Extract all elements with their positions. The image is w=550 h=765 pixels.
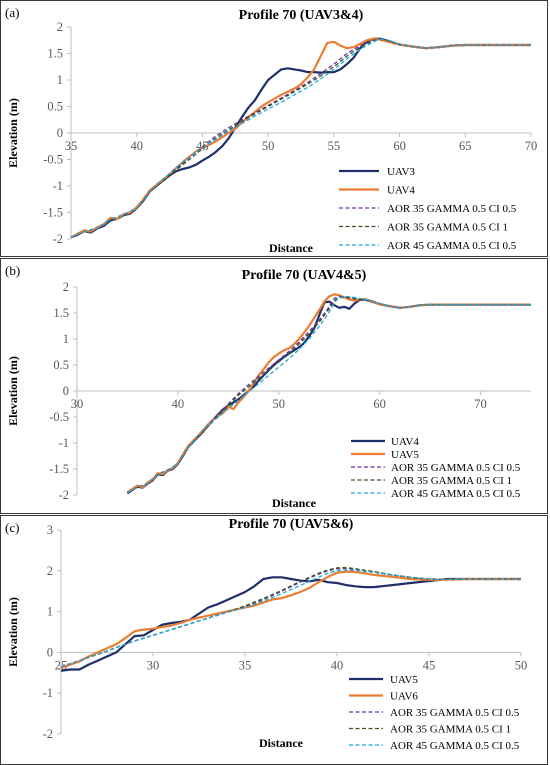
y-tick-label: 0 [47, 645, 53, 659]
x-tick-label: 40 [331, 658, 344, 672]
y-tick-label: -0.5 [49, 410, 69, 424]
y-tick-label: -2 [53, 232, 63, 246]
legend-label: AOR 45 GAMMA 0.5 CI 0.5 [391, 488, 521, 500]
chart-title: Profile 70 (UAV4&5) [242, 268, 367, 283]
x-tick-label: 70 [525, 139, 538, 153]
series-line-uav5 [60, 576, 521, 672]
y-tick-label: 2 [63, 280, 69, 294]
panel-label: (a) [5, 5, 19, 20]
legend-label: UAV6 [390, 691, 418, 703]
legend-label: AOR 35 GAMMA 0.5 CI 1 [391, 475, 512, 487]
x-tick-label: 50 [515, 658, 528, 672]
y-tick-label: -0.5 [43, 153, 63, 167]
legend-label: AOR 35 GAMMA 0.5 CI 0.5 [390, 707, 520, 719]
chart-b: (b) Profile 70 (UAV4&5) -2 -1.5 -1 -0.5 0 0.5 1 1… [5, 263, 531, 510]
series-line-aor-45-gamma-0-5-ci-0-5 [60, 569, 521, 668]
y-tick-label: 0 [63, 384, 69, 398]
x-tick-label: 45 [423, 658, 436, 672]
x-tick-label: 50 [262, 139, 275, 153]
x-tick-label: 30 [71, 397, 84, 411]
y-tick-label: 0.5 [47, 100, 63, 114]
y-axis-label: Elevation (m) [6, 98, 20, 168]
y-tick-label: -1 [53, 179, 63, 193]
x-tick-label: 65 [459, 139, 472, 153]
x-tick-label: 50 [273, 397, 286, 411]
legend-label: AOR 45 GAMMA 0.5 CI 0.5 [387, 240, 517, 252]
series-line-aor-35-gamma-0-5-ci-1 [60, 566, 521, 668]
y-tick-label: -2 [43, 727, 53, 741]
chart-title: Profile 70 (UAV5&6) [229, 517, 354, 532]
x-tick-label: 70 [474, 397, 487, 411]
y-tick-label: 3 [47, 523, 53, 537]
y-axis-label: Elevation (m) [6, 597, 20, 667]
x-tick-label: 25 [55, 658, 68, 672]
legend-label: AOR 35 GAMMA 0.5 CI 1 [387, 222, 508, 234]
panel-label: (c) [5, 520, 19, 535]
panel-label: (b) [5, 263, 20, 278]
y-tick-label: -1 [59, 436, 69, 450]
y-tick-label: -1 [43, 686, 53, 700]
chart-title: Profile 70 (UAV3&4) [239, 8, 364, 23]
x-axis-label: Distance [269, 241, 314, 255]
y-axis-label: Elevation (m) [6, 356, 20, 426]
y-tick-label: -1.5 [43, 206, 63, 220]
legend-label: AOR 45 GAMMA 0.5 CI 0.5 [390, 740, 520, 752]
series-line-aor-45-gamma-0-5-ci-0-5 [70, 38, 531, 238]
legend-label: UAV4 [391, 436, 419, 448]
x-tick-label: 40 [172, 397, 185, 411]
y-tick-label: 0.5 [53, 358, 69, 372]
y-tick-label: 2 [57, 20, 63, 34]
x-tick-label: 55 [328, 139, 341, 153]
x-tick-label: 30 [147, 658, 160, 672]
chart-a: (a) Profile 70 (UAV3&4) -2 -1.5 -1 -0.5 0 0.5 1 1… [5, 5, 538, 255]
chart-panel-a: (a) Profile 70 (UAV3&4) -2 -1.5 -1 -0.5 0 0.5 1 1… [0, 0, 548, 257]
y-tick-label: 1.5 [47, 47, 63, 61]
legend-label: AOR 35 GAMMA 0.5 CI 1 [390, 724, 511, 736]
legend-label: AOR 35 GAMMA 0.5 CI 0.5 [391, 462, 521, 474]
x-tick-label: 35 [239, 658, 252, 672]
legend-label: UAV5 [391, 449, 419, 461]
series-line-aor-45-gamma-0-5-ci-0-5 [127, 295, 531, 493]
y-tick-label: 1 [57, 73, 63, 87]
legend-label: UAV3 [387, 166, 415, 178]
y-tick-label: 1.5 [53, 306, 69, 320]
x-tick-label: 60 [373, 397, 386, 411]
legend-label: AOR 35 GAMMA 0.5 CI 0.5 [387, 203, 517, 215]
y-tick-label: -2 [59, 488, 69, 502]
chart-panel-c: (c) Profile 70 (UAV5&6) -2 -1 0 1 2 3 25 30 35 40 45… [0, 515, 548, 765]
chart-c: (c) Profile 70 (UAV5&6) -2 -1 0 1 2 3 25 30 35 40 45… [5, 517, 528, 752]
chart-panel-b: (b) Profile 70 (UAV4&5) -2 -1.5 -1 -0.5 0 0.5 1 1… [0, 258, 548, 514]
x-tick-label: 60 [393, 139, 406, 153]
x-axis-label: Distance [259, 736, 304, 750]
legend-label: UAV4 [387, 185, 415, 197]
y-tick-label: 0 [57, 126, 63, 140]
legend-label: UAV5 [390, 674, 418, 686]
x-tick-label: 35 [65, 139, 78, 153]
y-tick-label: 1 [47, 605, 53, 619]
series-line-uav6 [60, 570, 521, 669]
y-tick-label: 2 [47, 564, 53, 578]
y-tick-label: 1 [63, 332, 69, 346]
x-axis-label: Distance [272, 496, 317, 510]
y-tick-label: -1.5 [49, 462, 69, 476]
x-tick-label: 40 [130, 139, 143, 153]
